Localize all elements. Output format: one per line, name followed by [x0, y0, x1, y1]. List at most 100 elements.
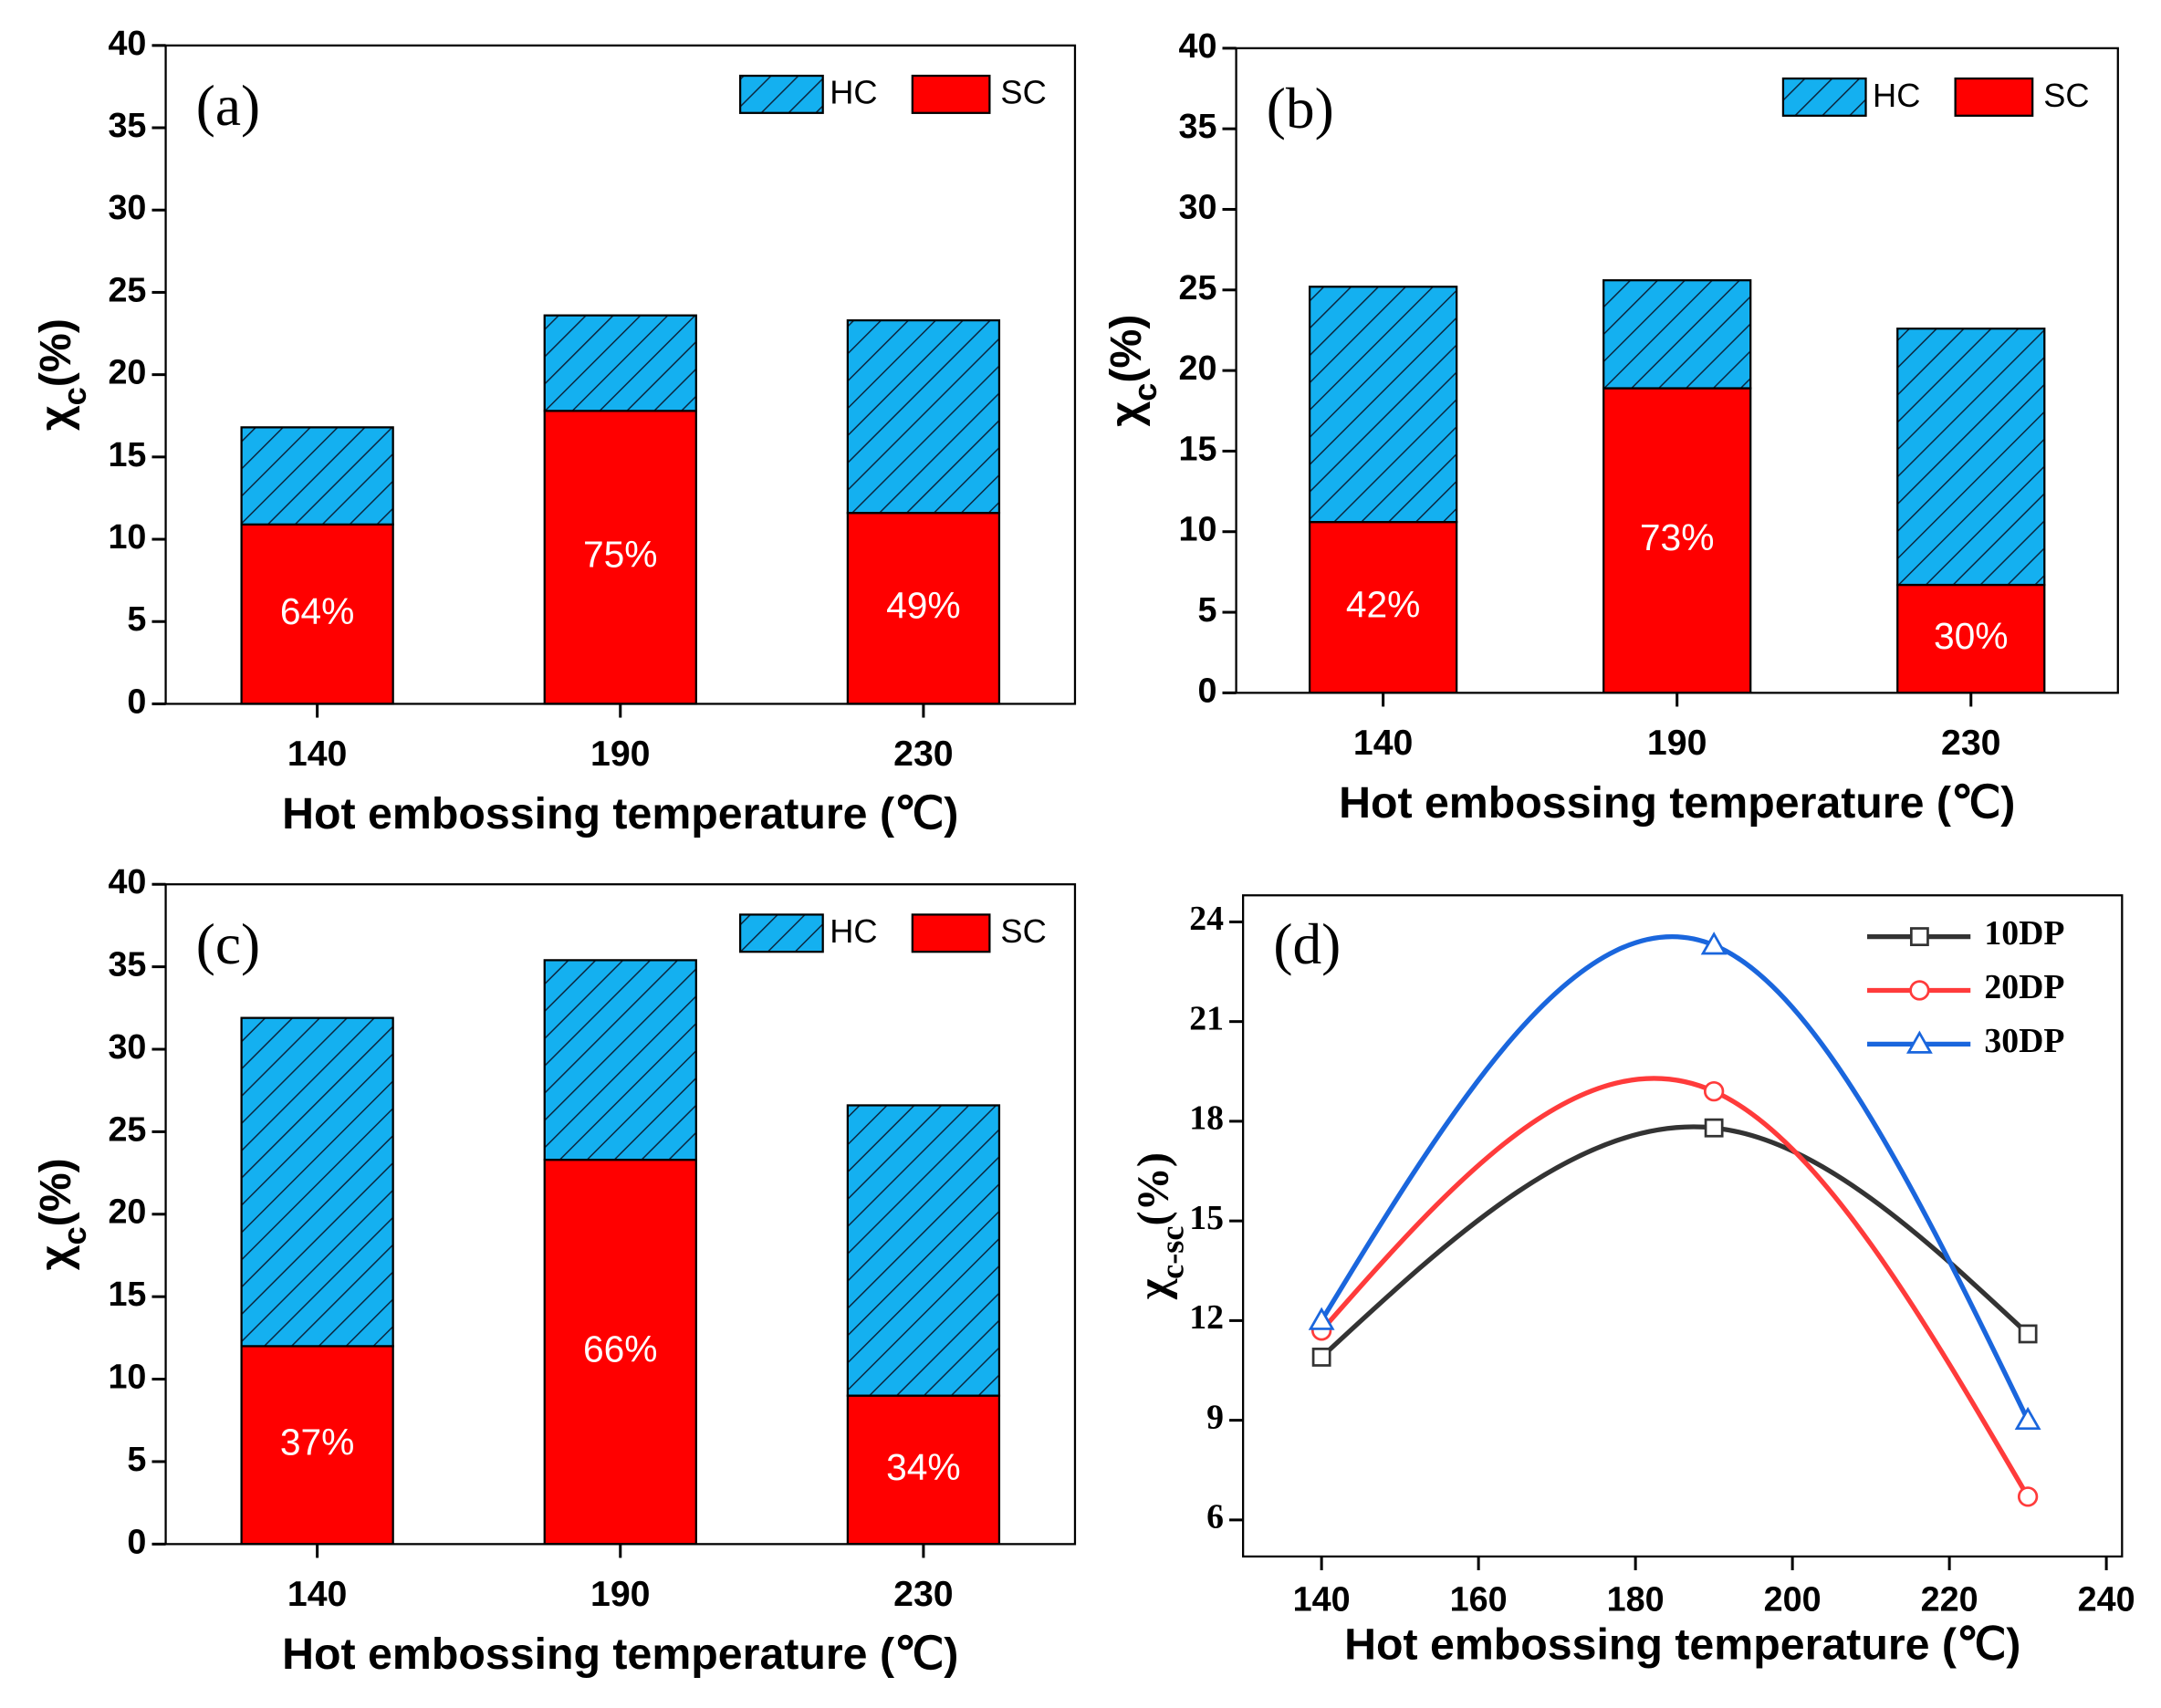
x-tick-label: 230 — [893, 734, 954, 774]
y-axis-label-part: χ — [1130, 1278, 1178, 1300]
marker — [1704, 1118, 1724, 1138]
legend-swatch — [738, 74, 824, 114]
bar-segment — [240, 426, 394, 526]
legend-label: 20DP — [1984, 968, 2064, 1006]
y-axis-label-part: c — [56, 1226, 93, 1245]
x-tick-label: 200 — [1764, 1580, 1822, 1619]
y-tick-label: 9 — [1206, 1398, 1224, 1436]
y-axis-label: χc(%) — [1101, 315, 1164, 427]
y-tick-label: 0 — [1197, 671, 1216, 709]
y-axis-label-part: χ — [1101, 401, 1151, 427]
bar-annotation: 37% — [280, 1422, 355, 1463]
bar-annotation: 73% — [1640, 516, 1715, 558]
y-tick-label: 15 — [108, 1275, 146, 1313]
bar-annotation: 42% — [1346, 584, 1421, 626]
y-tick-label: 20 — [108, 353, 146, 391]
series-line — [1320, 1076, 2031, 1498]
y-tick-label: 40 — [1178, 26, 1216, 65]
x-tick-label: 140 — [1353, 723, 1414, 763]
legend-label: HC — [830, 74, 877, 111]
y-tick-label: 6 — [1206, 1498, 1224, 1536]
legend-swatch — [911, 913, 991, 953]
y-tick-label: 15 — [108, 435, 146, 474]
bar-annotation: 75% — [583, 534, 658, 576]
y-tick-label: 30 — [108, 188, 146, 226]
y-axis-label-part: (%) — [1130, 1152, 1178, 1225]
x-axis-label: Hot embossing temperature (℃) — [1339, 778, 2015, 828]
y-tick-label: 10 — [108, 1358, 146, 1396]
y-tick-label: 15 — [1178, 429, 1216, 467]
y-axis-label-part: c — [1126, 383, 1164, 401]
x-tick-label: 190 — [1647, 723, 1707, 763]
x-tick-label: 240 — [2078, 1580, 2135, 1619]
y-tick-label: 5 — [127, 1440, 146, 1478]
y-axis-label-part: χ — [31, 1245, 80, 1270]
bar-segment — [240, 1016, 394, 1348]
y-tick-label: 30 — [108, 1027, 146, 1066]
bar-annotation: 49% — [886, 585, 961, 627]
bar-segment — [1308, 286, 1458, 524]
y-tick-label: 20 — [108, 1192, 146, 1231]
y-tick-label: 25 — [108, 1109, 146, 1148]
y-axis-label-part: χ — [31, 405, 80, 431]
panel-label: (d) — [1273, 912, 1341, 976]
legend-label: 30DP — [1984, 1022, 2064, 1060]
y-axis-label-part: (%) — [1101, 315, 1151, 383]
y-tick-label: 0 — [127, 1522, 146, 1560]
x-tick-label: 140 — [1293, 1580, 1351, 1619]
legend-label: 10DP — [1984, 914, 2064, 953]
bar-segment — [543, 959, 697, 1161]
y-tick-label: 24 — [1189, 900, 1224, 938]
x-tick-label: 180 — [1607, 1580, 1665, 1619]
legend-swatch — [1954, 77, 2034, 117]
y-tick-label: 10 — [1178, 510, 1216, 548]
y-tick-label: 0 — [127, 682, 146, 720]
y-tick-label: 10 — [108, 517, 146, 556]
bar-segment — [846, 1104, 1001, 1397]
series-line — [1319, 933, 2031, 1422]
y-tick-label: 35 — [108, 106, 146, 144]
bar-annotation: 64% — [280, 590, 355, 632]
marker — [2014, 1406, 2041, 1431]
bar-segment — [1602, 387, 1752, 694]
y-tick-label: 35 — [1178, 107, 1216, 145]
bar-annotation: 66% — [583, 1328, 658, 1370]
y-tick-label: 21 — [1189, 999, 1224, 1037]
bar-segment — [846, 512, 1001, 705]
bar-segment — [240, 1345, 394, 1546]
y-axis-label-part: c-sc — [1154, 1226, 1191, 1279]
y-tick-label: 12 — [1189, 1298, 1224, 1337]
legend-swatch — [911, 74, 991, 114]
y-tick-label: 40 — [108, 862, 146, 901]
y-axis-label: χc-sc(%) — [1130, 1152, 1191, 1300]
y-tick-label: 25 — [108, 270, 146, 308]
marker — [1703, 1080, 1725, 1102]
bar-segment — [1602, 279, 1752, 390]
bar-segment — [543, 314, 697, 412]
marker — [2017, 1486, 2039, 1507]
bar-segment — [1896, 328, 2046, 587]
x-tick-label: 220 — [1921, 1580, 1978, 1619]
panel-label: (a) — [196, 74, 260, 138]
x-tick-label: 230 — [893, 1574, 954, 1614]
x-tick-label: 140 — [287, 734, 347, 774]
y-axis-label: χc(%) — [31, 318, 93, 431]
marker — [1700, 932, 1728, 955]
legend-label: SC — [1000, 912, 1046, 950]
y-tick-label: 30 — [1178, 187, 1216, 225]
y-tick-label: 5 — [127, 599, 146, 638]
bar-segment — [846, 318, 1001, 515]
legend-swatch — [1781, 77, 1867, 117]
x-tick-label: 190 — [590, 1574, 651, 1614]
y-tick-label: 5 — [1197, 590, 1216, 629]
legend-label: SC — [2043, 77, 2089, 114]
legend-marker — [1909, 980, 1930, 1001]
x-tick-label: 190 — [590, 734, 651, 774]
x-tick-label: 230 — [1941, 723, 2001, 763]
legend-swatch — [738, 913, 824, 953]
plot-frame — [1242, 894, 2124, 1558]
panel-label: (b) — [1267, 77, 1334, 141]
marker — [2018, 1324, 2038, 1344]
